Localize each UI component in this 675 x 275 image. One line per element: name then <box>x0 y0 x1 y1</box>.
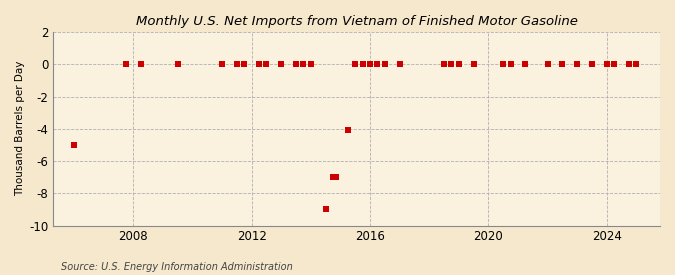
Point <box>609 62 620 67</box>
Point <box>542 62 553 67</box>
Point <box>439 62 450 67</box>
Point <box>135 62 146 67</box>
Point <box>505 62 516 67</box>
Point <box>342 128 353 133</box>
Text: Source: U.S. Energy Information Administration: Source: U.S. Energy Information Administ… <box>61 262 292 272</box>
Point <box>587 62 597 67</box>
Point <box>69 143 80 147</box>
Point <box>468 62 479 67</box>
Point <box>305 62 316 67</box>
Point <box>217 62 227 67</box>
Point <box>254 62 265 67</box>
Point <box>624 62 634 67</box>
Point <box>172 62 183 67</box>
Point <box>350 62 360 67</box>
Point <box>290 62 301 67</box>
Point <box>394 62 405 67</box>
Point <box>497 62 508 67</box>
Title: Monthly U.S. Net Imports from Vietnam of Finished Motor Gasoline: Monthly U.S. Net Imports from Vietnam of… <box>136 15 578 28</box>
Point <box>232 62 242 67</box>
Y-axis label: Thousand Barrels per Day: Thousand Barrels per Day <box>15 61 25 196</box>
Point <box>446 62 457 67</box>
Point <box>357 62 368 67</box>
Point <box>331 175 342 179</box>
Point <box>572 62 583 67</box>
Point <box>379 62 390 67</box>
Point <box>276 62 287 67</box>
Point <box>261 62 272 67</box>
Point <box>454 62 464 67</box>
Point <box>601 62 612 67</box>
Point <box>520 62 531 67</box>
Point <box>327 175 338 179</box>
Point <box>631 62 642 67</box>
Point <box>320 207 331 212</box>
Point <box>364 62 375 67</box>
Point <box>298 62 308 67</box>
Point <box>372 62 383 67</box>
Point <box>557 62 568 67</box>
Point <box>120 62 131 67</box>
Point <box>239 62 250 67</box>
